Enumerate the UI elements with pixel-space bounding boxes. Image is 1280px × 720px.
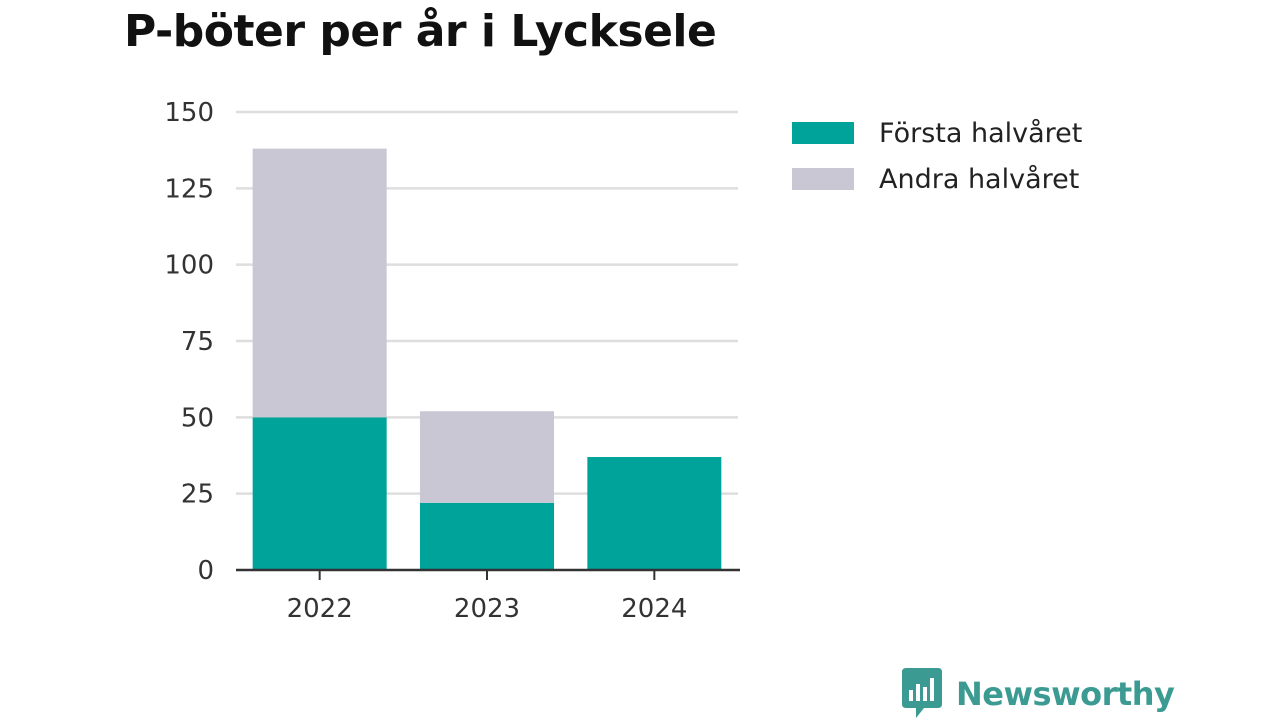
bars [252,148,722,570]
legend: Första halvåret Andra halvåret [792,110,1082,202]
brand-name: Newsworthy [956,675,1175,713]
legend-swatch-second-half [792,168,854,190]
bar-2022-series-0 [252,417,387,570]
chart-title: P-böter per år i Lycksele [124,6,717,57]
x-tick-label-2024: 2024 [621,594,687,624]
x-tick-label-2022: 2022 [287,594,353,624]
legend-item-second-half: Andra halvåret [792,156,1082,202]
y-tick-label-0: 0 [197,556,214,586]
legend-label-second-half: Andra halvåret [879,163,1080,195]
bar-2024-series-0 [587,457,722,570]
x-tick-label-2023: 2023 [454,594,520,624]
y-tick-label-125: 125 [164,174,214,204]
bar-2022-series-1 [252,148,387,418]
tick-labels: 0 25 50 75 100 125 150 2022 2023 2024 [164,98,687,624]
y-tick-label-50: 50 [181,403,214,433]
y-tick-label-25: 25 [181,480,214,510]
legend-item-first-half: Första halvåret [792,110,1082,156]
y-tick-label-150: 150 [164,98,214,128]
bar-chart-speech-bubble-icon [902,668,942,718]
legend-swatch-first-half [792,122,854,144]
brand-logo: Newsworthy [902,668,1175,720]
y-tick-label-100: 100 [164,251,214,281]
bar-2023-series-1 [420,411,554,503]
y-tick-label-75: 75 [181,327,214,357]
bar-2023-series-0 [420,502,554,570]
axes [236,568,740,580]
legend-label-first-half: Första halvåret [879,117,1083,149]
